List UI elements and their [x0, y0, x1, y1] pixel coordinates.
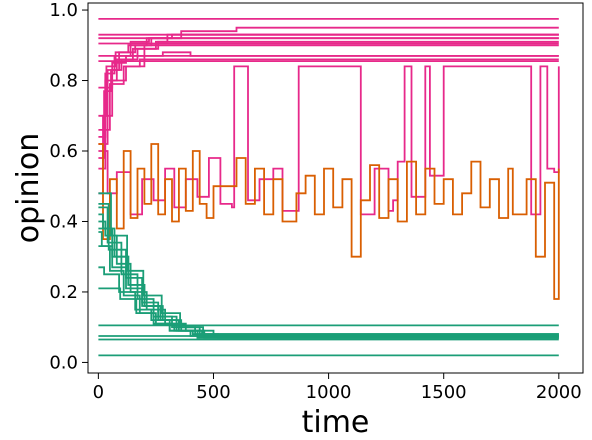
y-axis: 0.0 0.2 0.4 0.6 0.8 1.0	[49, 0, 88, 373]
x-tick-label: 500	[196, 382, 230, 403]
series-line-teal-29	[98, 231, 559, 337]
y-tick-label: 0.6	[49, 141, 78, 162]
y-axis-label: opinion	[11, 133, 46, 243]
x-tick-label: 2000	[536, 382, 582, 403]
y-tick-label: 0.8	[49, 71, 78, 92]
x-tick-label: 0	[93, 382, 104, 403]
series-line-pink-14	[98, 37, 559, 138]
series-line-pink-13	[98, 44, 559, 159]
x-tick-label: 1000	[306, 382, 352, 403]
y-tick-label: 1.0	[49, 0, 78, 21]
series-line-teal-30	[98, 192, 559, 336]
y-tick-label: 0.4	[49, 211, 78, 232]
series-line-pink-11	[98, 58, 559, 195]
x-axis: 0 500 1000 1500 2000	[93, 373, 582, 403]
x-axis-label: time	[302, 405, 370, 440]
y-tick-label: 0.2	[49, 282, 78, 303]
y-tick-label: 0.0	[49, 352, 78, 373]
series-layer	[98, 18, 560, 357]
plot-frame	[87, 2, 584, 374]
series-line-orange-16	[98, 143, 560, 300]
x-tick-label: 1500	[421, 382, 467, 403]
